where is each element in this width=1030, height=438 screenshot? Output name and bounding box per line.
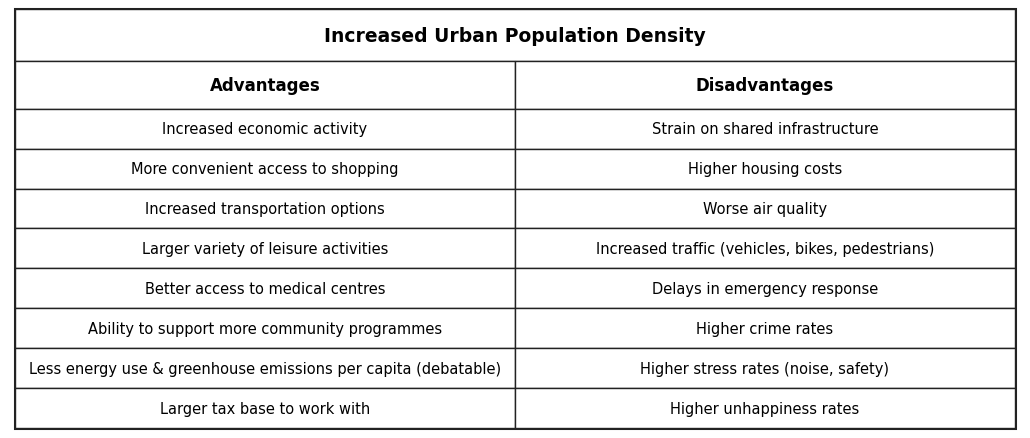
Bar: [15, 10, 1015, 62]
Text: Higher stress rates (noise, safety): Higher stress rates (noise, safety): [641, 361, 890, 376]
Text: Disadvantages: Disadvantages: [696, 77, 834, 95]
Text: Higher crime rates: Higher crime rates: [696, 321, 833, 336]
Text: Advantages: Advantages: [210, 77, 320, 95]
Text: Higher unhappiness rates: Higher unhappiness rates: [671, 401, 860, 416]
Bar: [15, 229, 515, 269]
Text: Higher housing costs: Higher housing costs: [688, 162, 843, 177]
Text: Better access to medical centres: Better access to medical centres: [145, 281, 385, 296]
Text: Increased traffic (vehicles, bikes, pedestrians): Increased traffic (vehicles, bikes, pede…: [595, 241, 934, 256]
Bar: [515, 348, 1015, 388]
Bar: [515, 149, 1015, 189]
Text: Strain on shared infrastructure: Strain on shared infrastructure: [652, 122, 879, 137]
Text: Less energy use & greenhouse emissions per capita (debatable): Less energy use & greenhouse emissions p…: [29, 361, 501, 376]
Bar: [515, 110, 1015, 149]
Text: Ability to support more community programmes: Ability to support more community progra…: [88, 321, 442, 336]
Bar: [15, 189, 515, 229]
Bar: [515, 309, 1015, 348]
Text: Worse air quality: Worse air quality: [702, 201, 827, 216]
Bar: [515, 229, 1015, 269]
Text: Increased economic activity: Increased economic activity: [163, 122, 368, 137]
Text: Increased Urban Population Density: Increased Urban Population Density: [324, 27, 706, 46]
Bar: [15, 348, 515, 388]
Bar: [515, 269, 1015, 309]
Bar: [515, 62, 1015, 110]
Bar: [515, 388, 1015, 428]
Bar: [15, 309, 515, 348]
Bar: [15, 62, 515, 110]
Bar: [15, 110, 515, 149]
Text: Larger tax base to work with: Larger tax base to work with: [160, 401, 370, 416]
Bar: [515, 189, 1015, 229]
Text: Delays in emergency response: Delays in emergency response: [652, 281, 879, 296]
Bar: [15, 269, 515, 309]
Bar: [15, 149, 515, 189]
Bar: [15, 388, 515, 428]
Text: Larger variety of leisure activities: Larger variety of leisure activities: [142, 241, 388, 256]
Text: More convenient access to shopping: More convenient access to shopping: [131, 162, 399, 177]
Text: Increased transportation options: Increased transportation options: [145, 201, 385, 216]
